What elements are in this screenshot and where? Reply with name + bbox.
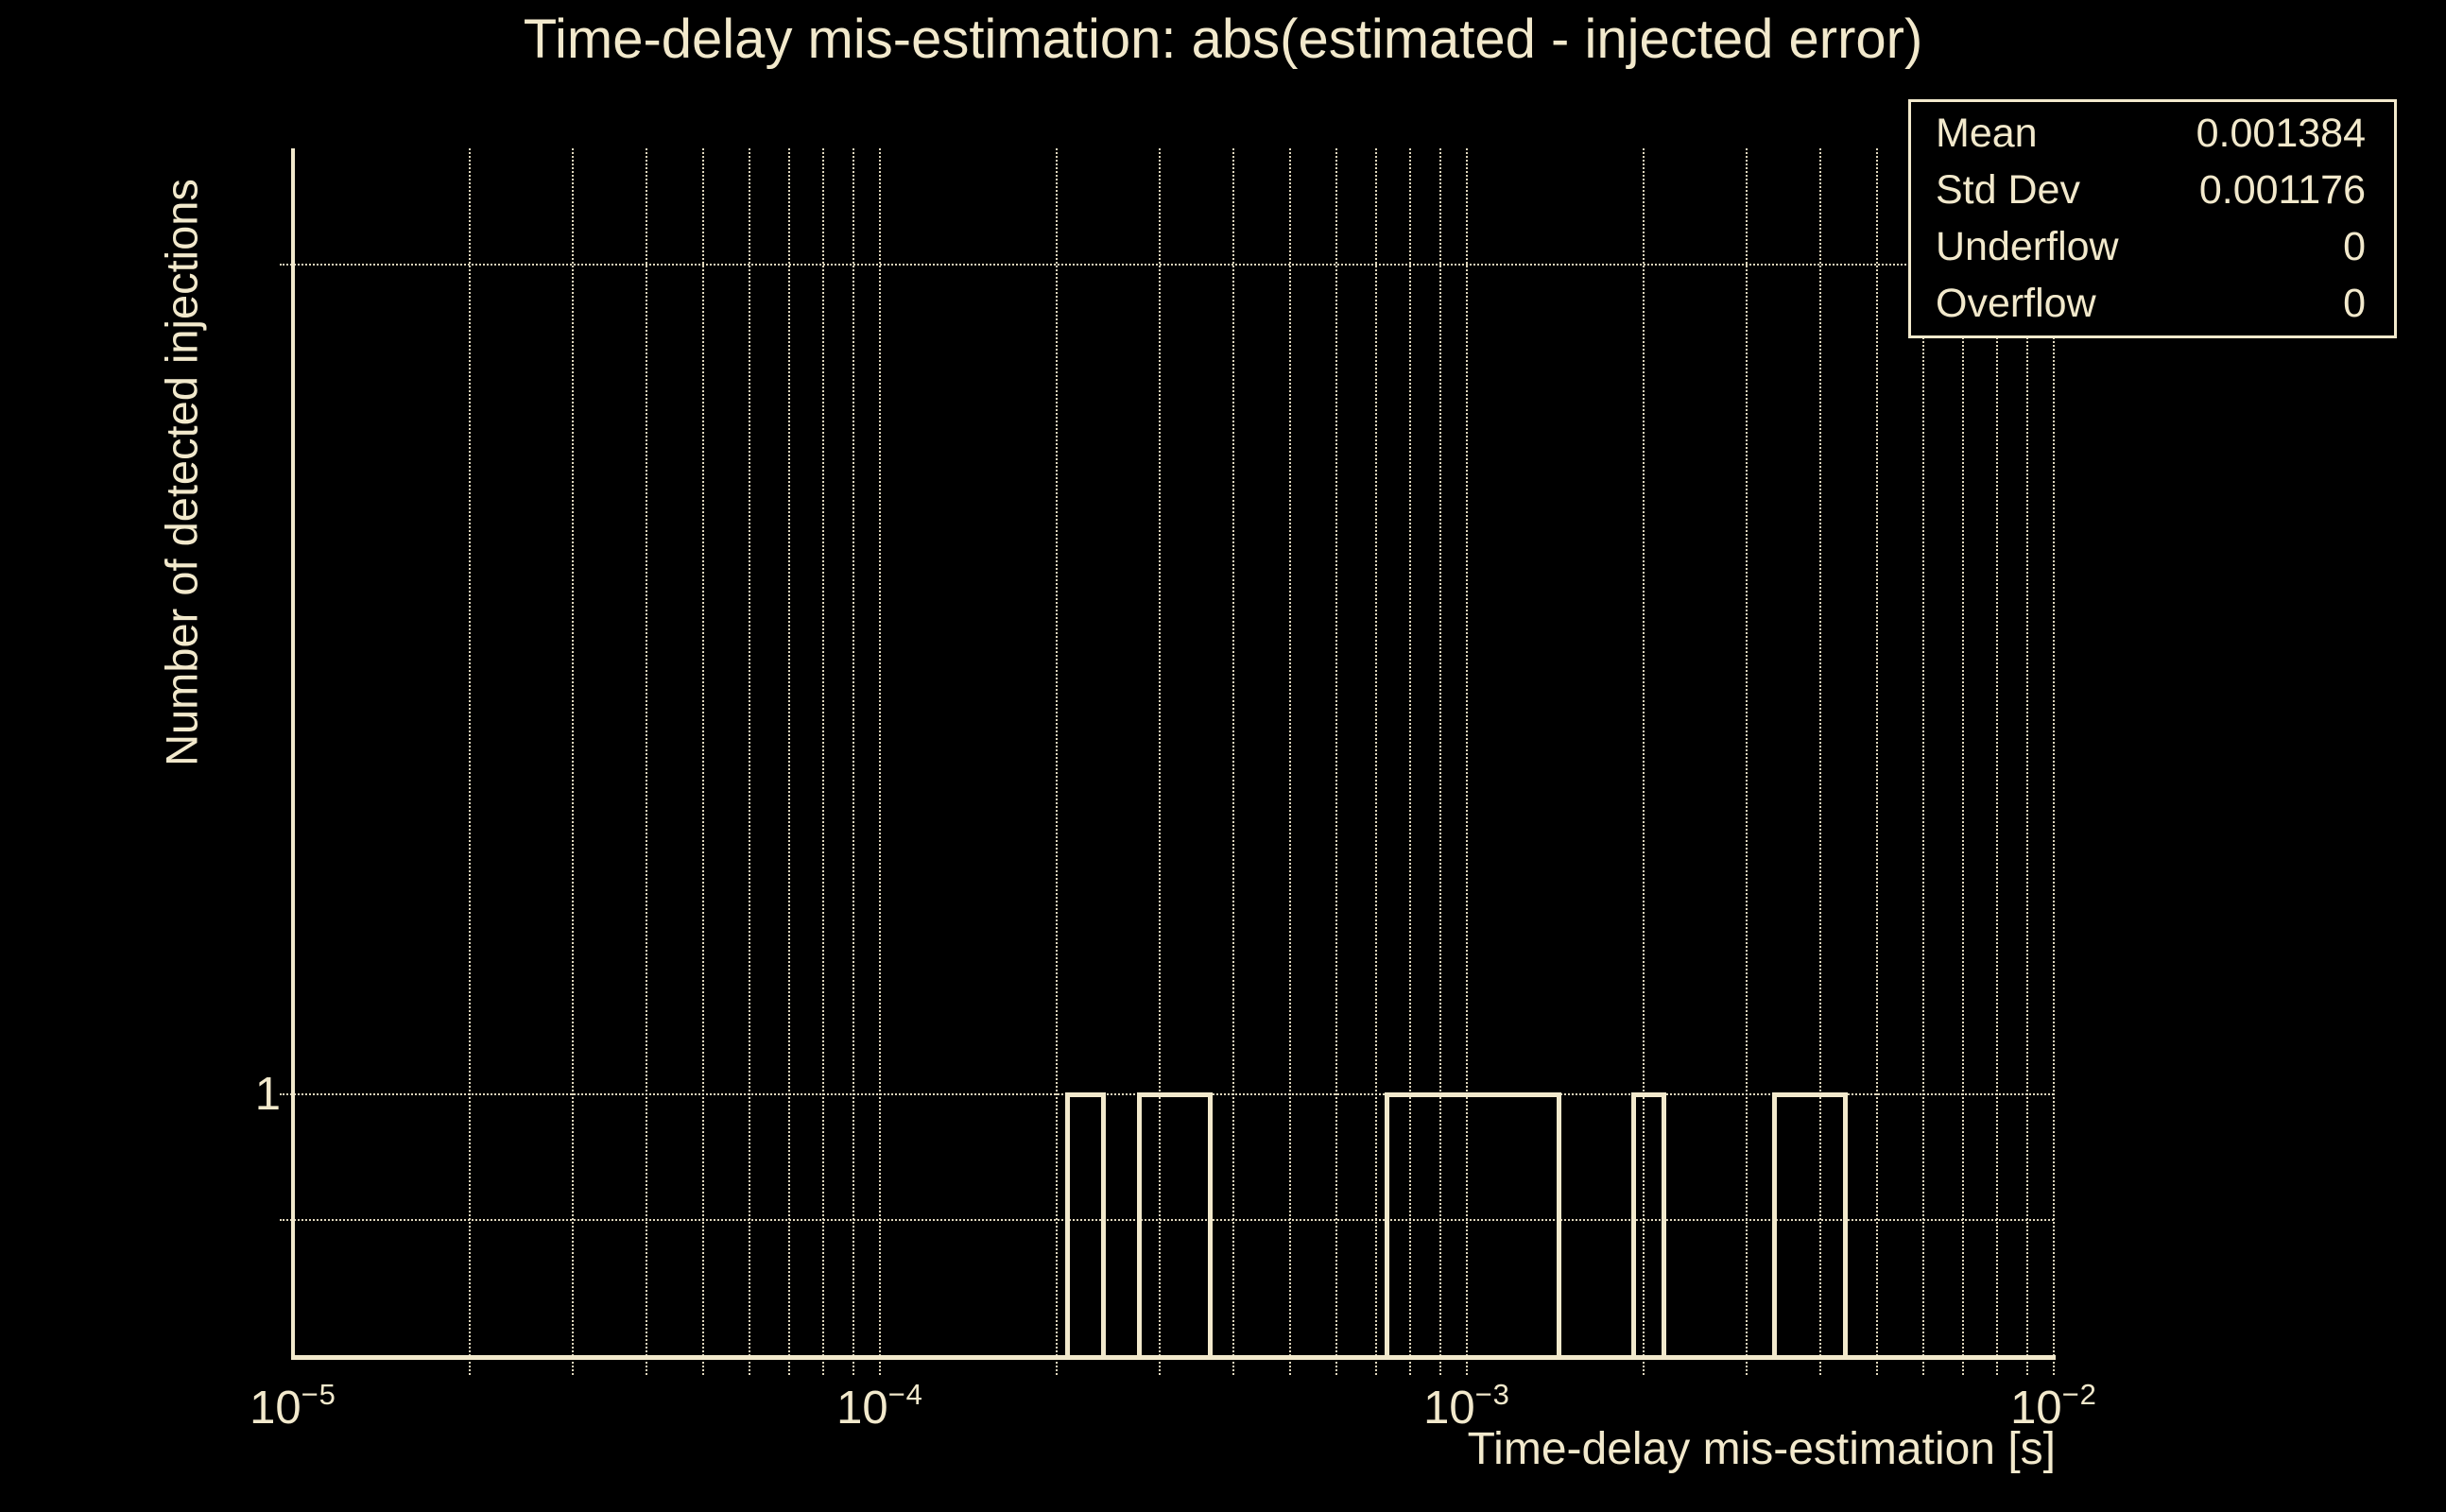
gridline-x [821,148,824,1375]
gridline-x [787,148,790,1375]
gridline-x [1289,148,1292,1375]
histogram-bar [1630,1091,1666,1358]
gridline-x [1818,148,1821,1375]
stats-value: 0.001384 [2196,111,2366,157]
tick-base: 10 [2010,1383,2062,1434]
tick-base: 10 [836,1383,888,1434]
gridline-y [280,1219,2054,1222]
x-tick-label-1e-3: 10−3 [1423,1378,1510,1435]
gridline-x [1961,148,1964,1375]
gridline-x [2025,148,2028,1375]
gridline-x [1335,148,1338,1375]
tick-exponent: −3 [1474,1378,1510,1411]
gridline-x [1159,148,1162,1375]
gridline-x [1466,148,1468,1375]
tick-exponent: −5 [301,1378,336,1411]
x-axis-line [291,1355,2056,1360]
stats-label: Std Dev [1936,167,2080,214]
histogram-bar [1136,1091,1213,1358]
gridline-y [280,263,2054,266]
gridline-x [1642,148,1645,1375]
stats-row-underflow: Underflow 0 [1911,223,2394,269]
gridline-x [1876,148,1879,1375]
gridline-x [702,148,705,1375]
gridline-x [1438,148,1441,1375]
stats-row-mean: Mean 0.001384 [1911,113,2394,154]
gridline-x [2053,148,2055,1375]
y-axis-title: Number of detected injections [156,179,207,766]
gridline-x [1922,148,1925,1375]
stats-label: Underflow [1936,223,2119,269]
histogram-bar [1064,1091,1107,1358]
gridline-x [572,148,575,1375]
gridline-x [1408,148,1411,1375]
gridline-x [468,148,471,1375]
gridline-x [1232,148,1234,1375]
x-axis-title: Time-delay mis-estimation [s] [1467,1424,2056,1474]
tick-exponent: −4 [887,1378,923,1411]
gridline-x [1374,148,1377,1375]
stats-row-stddev: Std Dev 0.001176 [1911,170,2394,211]
tick-base: 10 [1423,1383,1475,1434]
stats-label: Overflow [1936,280,2096,326]
gridline-x [645,148,647,1375]
y-axis-line [291,148,295,1360]
x-tick-label-1e-5: 10−5 [250,1378,336,1435]
histogram-bar [1772,1091,1848,1358]
stats-box: Mean 0.001384 Std Dev 0.001176 Underflow… [1908,99,2397,338]
gridline-x [1995,148,1998,1375]
histogram-bar [1385,1091,1561,1358]
gridline-x [1055,148,1058,1375]
gridline-x [1746,148,1748,1375]
gridline-x [852,148,854,1375]
tick-exponent: −2 [2061,1378,2097,1411]
stats-row-overflow: Overflow 0 [1911,280,2394,326]
tick-base: 10 [250,1383,301,1434]
y-tick-label-1: 1 [254,1068,281,1120]
plot-title: Time-delay mis-estimation: abs(estimated… [523,9,1923,70]
gridline-x [749,148,751,1375]
stats-value: 0.001176 [2198,167,2366,214]
stats-label: Mean [1936,111,2038,157]
stats-value: 0 [2343,280,2366,326]
stats-value: 0 [2343,223,2366,269]
x-tick-label-1e-2: 10−2 [2010,1378,2097,1435]
x-tick-label-1e-4: 10−4 [836,1378,923,1435]
gridline-x [879,148,881,1375]
